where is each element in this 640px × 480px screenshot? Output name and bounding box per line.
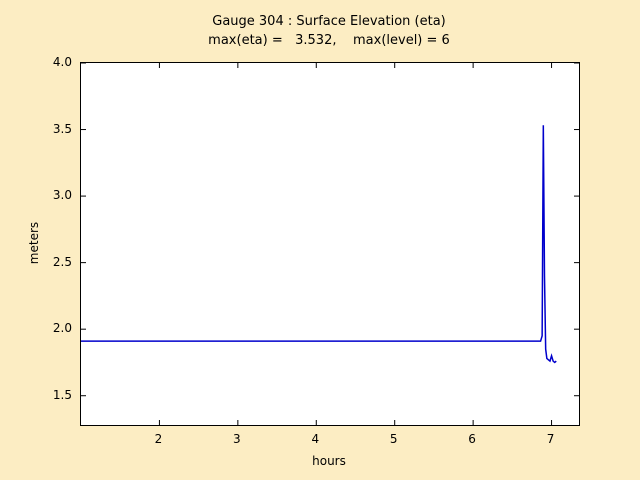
- x-tick-label: 5: [389, 432, 398, 446]
- x-axis-label: hours: [312, 454, 346, 468]
- y-tick-label: 4.0: [52, 55, 72, 69]
- y-tick-label: 3.0: [52, 188, 72, 203]
- eta-line-series: [81, 125, 557, 364]
- x-tick-label: 2: [154, 432, 163, 446]
- plot-area: [80, 62, 580, 426]
- x-tick-label: 6: [468, 432, 476, 446]
- y-tick-label: 2.5: [52, 254, 72, 269]
- y-tick-label: 3.5: [52, 121, 72, 136]
- y-tick-label: 2.0: [52, 321, 72, 336]
- plot-svg: [81, 63, 579, 425]
- chart-subtitle: max(eta) = 3.532, max(level) = 6: [208, 33, 450, 48]
- x-tick-label: 7: [546, 432, 555, 446]
- x-tick-label: 3: [233, 432, 241, 446]
- x-tick-label: 4: [311, 432, 320, 446]
- chart-title: Gauge 304 : Surface Elevation (eta): [212, 14, 446, 29]
- y-tick-label: 1.5: [52, 387, 72, 402]
